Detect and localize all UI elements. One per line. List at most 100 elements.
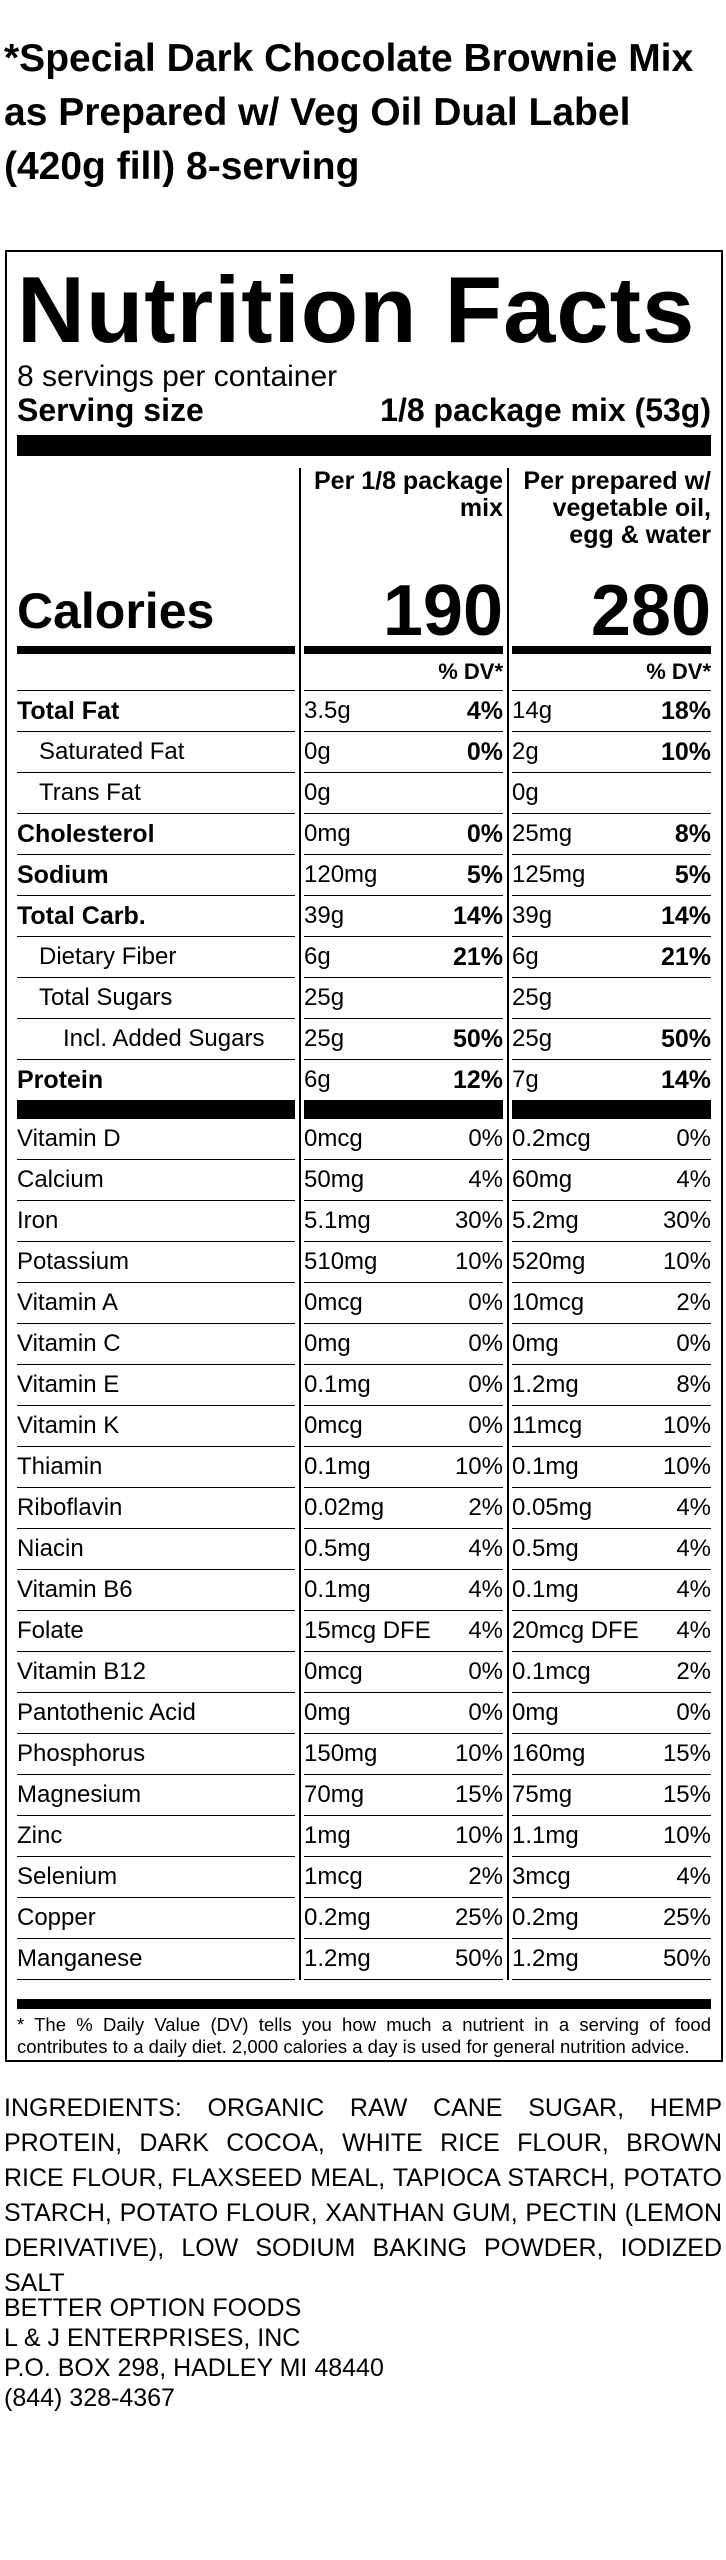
nutrient-name: Vitamin B12 bbox=[17, 1652, 295, 1693]
daily-value: 8% bbox=[674, 820, 711, 848]
daily-value: 4% bbox=[676, 1617, 711, 1644]
amount: 510mg bbox=[304, 1248, 378, 1275]
nutrient-value: 25g 50% bbox=[512, 1019, 711, 1060]
dv-header: % DV* bbox=[304, 654, 503, 691]
daily-value: 21% bbox=[452, 943, 503, 971]
nutrient-value: 0g 0% bbox=[304, 732, 503, 773]
amount: 25g bbox=[304, 1025, 345, 1052]
nutrient-name: Sodium bbox=[17, 855, 295, 896]
column-divider bbox=[299, 468, 301, 1980]
amount: 0.2mcg bbox=[512, 1125, 591, 1152]
nutrient-value: 0mg 0% bbox=[512, 1324, 711, 1365]
daily-value: 14% bbox=[660, 1066, 711, 1094]
daily-value: 0% bbox=[466, 820, 503, 848]
amount: 0.02mg bbox=[304, 1494, 385, 1521]
amount: 25g bbox=[512, 1025, 553, 1052]
amount: 0mg bbox=[512, 1330, 559, 1357]
amount: 2g bbox=[512, 738, 539, 765]
thick-rule bbox=[512, 1101, 711, 1119]
amount: 520mg bbox=[512, 1248, 586, 1275]
nutrient-value: 6g 21% bbox=[512, 937, 711, 978]
nutrition-label: Nutrition Facts 8 servings per container… bbox=[5, 250, 723, 2062]
nutrient-name: Total Sugars bbox=[17, 978, 295, 1019]
nutrient-value: 25g bbox=[304, 978, 503, 1019]
daily-value: 10% bbox=[662, 1248, 711, 1275]
nutrient-name: Vitamin K bbox=[17, 1406, 295, 1447]
daily-value: 4% bbox=[468, 1576, 503, 1603]
amount: 50mg bbox=[304, 1166, 365, 1193]
daily-value: 2% bbox=[676, 1289, 711, 1316]
amount: 150mg bbox=[304, 1740, 378, 1767]
nutrient-value: 150mg 10% bbox=[304, 1734, 503, 1775]
nutrient-value: 0.1mg 4% bbox=[304, 1570, 503, 1611]
nutrient-name: Copper bbox=[17, 1898, 295, 1939]
amount: 7g bbox=[512, 1066, 539, 1093]
calories-value: 280 bbox=[512, 575, 711, 654]
nutrient-value: 0mg 0% bbox=[512, 1693, 711, 1734]
blank-cell bbox=[17, 468, 295, 576]
column-divider bbox=[507, 468, 509, 1980]
nutrient-name: Riboflavin bbox=[17, 1488, 295, 1529]
amount: 0g bbox=[304, 779, 331, 806]
nutrient-value: 75mg 15% bbox=[512, 1775, 711, 1816]
amount: 11mcg bbox=[512, 1412, 583, 1439]
column-header: Per prepared w/ vegetable oil, egg & wat… bbox=[523, 467, 711, 549]
daily-value: 8% bbox=[676, 1371, 711, 1398]
daily-value: 12% bbox=[452, 1066, 503, 1094]
amount: 5.1mg bbox=[304, 1207, 371, 1234]
daily-value: 5% bbox=[674, 861, 711, 889]
nutrient-value: 20mcg DFE 4% bbox=[512, 1611, 711, 1652]
daily-value: 15% bbox=[662, 1740, 711, 1767]
nutrient-value: 0mg 0% bbox=[304, 1324, 503, 1365]
amount: 1.2mg bbox=[512, 1945, 579, 1972]
nutrient-value: 7g 14% bbox=[512, 1060, 711, 1101]
amount: 0.2mg bbox=[512, 1904, 579, 1931]
servings: 8 servings per container bbox=[17, 360, 338, 393]
nutrient-value: 5.2mg 30% bbox=[512, 1201, 711, 1242]
nutrient-value: 520mg 10% bbox=[512, 1242, 711, 1283]
nutrient-name: Total Carb. bbox=[17, 896, 295, 937]
nutrient-value: 60mg 4% bbox=[512, 1160, 711, 1201]
daily-value: 14% bbox=[660, 902, 711, 930]
thick-rule bbox=[17, 1999, 711, 2009]
amount: 0.2mg bbox=[304, 1904, 371, 1931]
daily-value: 15% bbox=[454, 1781, 503, 1808]
amount: 0mcg bbox=[304, 1412, 363, 1439]
daily-value: 25% bbox=[662, 1904, 711, 1931]
amount: 1.2mg bbox=[304, 1945, 371, 1972]
nutrient-value: 2g 10% bbox=[512, 732, 711, 773]
daily-value: 30% bbox=[454, 1207, 503, 1234]
daily-value: 0% bbox=[468, 1289, 503, 1316]
daily-value: 4% bbox=[676, 1576, 711, 1603]
nutrient-value: 6g 12% bbox=[304, 1060, 503, 1101]
amount: 5.2mg bbox=[512, 1207, 579, 1234]
nutrient-value: 0.1mcg 2% bbox=[512, 1652, 711, 1693]
daily-value: 25% bbox=[454, 1904, 503, 1931]
nutrient-value: 1mcg 2% bbox=[304, 1857, 503, 1898]
address-line: BETTER OPTION FOODS bbox=[4, 2294, 302, 2322]
daily-value: 0% bbox=[468, 1412, 503, 1439]
nutrient-value: 0.05mg 4% bbox=[512, 1488, 711, 1529]
daily-value: 14% bbox=[452, 902, 503, 930]
amount: 70mg bbox=[304, 1781, 365, 1808]
nutrient-value: 39g 14% bbox=[512, 896, 711, 937]
nutrient-value: 0mcg 0% bbox=[304, 1406, 503, 1447]
thick-rule bbox=[17, 1101, 295, 1119]
nutrient-value: 125mg 5% bbox=[512, 855, 711, 896]
nutrient-value: 0.1mg 4% bbox=[512, 1570, 711, 1611]
amount: 3mcg bbox=[512, 1863, 571, 1890]
nutrient-name: Selenium bbox=[17, 1857, 295, 1898]
amount: 1mcg bbox=[304, 1863, 363, 1890]
nutrient-grid: Per 1/8 package mix Per prepared w/ veget… bbox=[17, 468, 712, 1980]
nutrient-name: Protein bbox=[17, 1060, 295, 1101]
daily-value: 50% bbox=[662, 1945, 711, 1972]
daily-value: 4% bbox=[466, 697, 503, 725]
nutrient-value: 0.2mcg 0% bbox=[512, 1119, 711, 1160]
daily-value: 10% bbox=[454, 1248, 503, 1275]
serving-size-label: Serving size bbox=[17, 392, 204, 428]
amount: 0.5mg bbox=[304, 1535, 371, 1562]
daily-value: 10% bbox=[662, 1412, 711, 1439]
amount: 0mg bbox=[304, 820, 351, 847]
nutrient-value: 5.1mg 30% bbox=[304, 1201, 503, 1242]
serving-size: Serving size 1/8 package mix (53g) bbox=[17, 392, 711, 428]
